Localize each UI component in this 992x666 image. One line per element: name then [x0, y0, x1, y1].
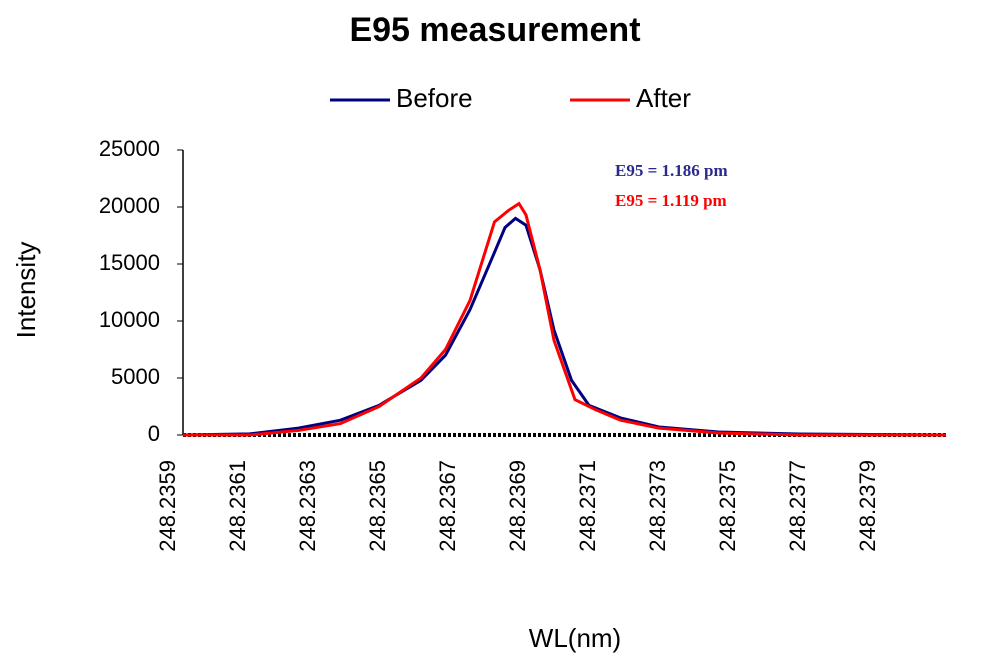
legend-text: After — [636, 83, 691, 113]
y-tick-label: 5000 — [111, 364, 160, 389]
y-tick-label: 25000 — [99, 136, 160, 161]
x-tick-label: 248.2375 — [715, 460, 740, 552]
x-tick-label: 248.2363 — [295, 460, 320, 552]
x-tick-label: 248.2359 — [155, 460, 180, 552]
x-tick-label: 248.2365 — [365, 460, 390, 552]
x-tick-label: 248.2377 — [785, 460, 810, 552]
x-tick-label: 248.2373 — [645, 460, 670, 552]
x-axis-title: WL(nm) — [529, 623, 621, 653]
y-tick-label: 20000 — [99, 193, 160, 218]
y-tick-label: 10000 — [99, 307, 160, 332]
y-tick-label: 15000 — [99, 250, 160, 275]
x-tick-label: 248.2379 — [855, 460, 880, 552]
legend-text: Before — [396, 83, 473, 113]
x-tick-label: 248.2369 — [505, 460, 530, 552]
data-line — [183, 201, 946, 437]
x-tick-label: 248.2371 — [575, 460, 600, 552]
chart-title: E95 measurement — [349, 11, 640, 49]
x-tick-label: 248.2361 — [225, 460, 250, 552]
data-line — [182, 216, 947, 437]
x-tick-label: 248.2367 — [435, 460, 460, 552]
annotation: E95 = 1.119 pm — [615, 191, 727, 210]
y-axis-title: Intensity — [11, 242, 41, 339]
y-tick-label: 0 — [148, 421, 160, 446]
annotation: E95 = 1.186 pm — [615, 161, 728, 180]
